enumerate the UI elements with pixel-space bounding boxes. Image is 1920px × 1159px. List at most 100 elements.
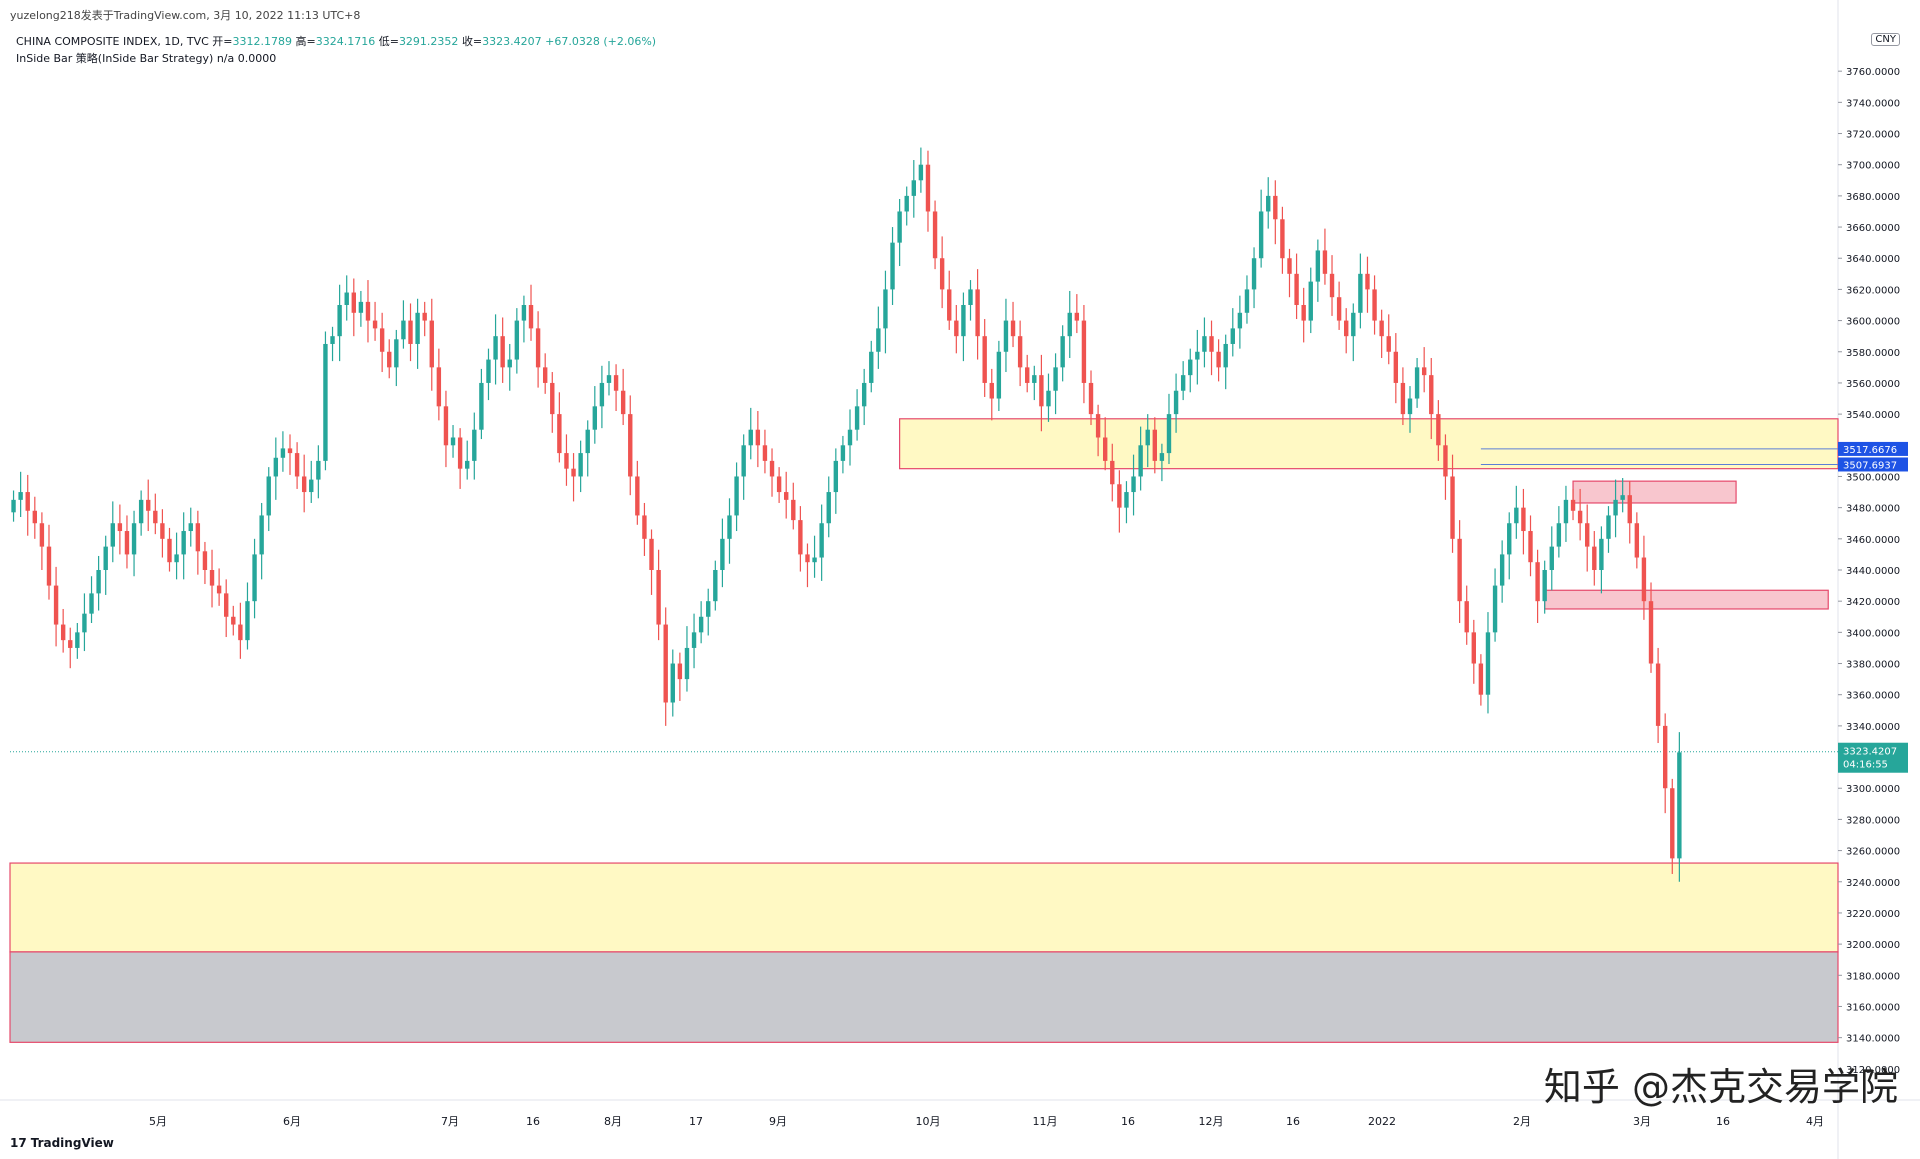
price-label-text: 3507.6937 — [1843, 460, 1897, 471]
candle-body — [684, 647, 690, 680]
candle-body — [1117, 484, 1122, 508]
candle-body — [1379, 320, 1384, 337]
candle-body — [1138, 445, 1143, 477]
candle-body — [791, 499, 796, 521]
candle-body — [408, 320, 413, 344]
strategy-legend[interactable]: InSide Bar 策略(InSide Bar Strategy) n/a 0… — [16, 52, 277, 65]
candle-body — [741, 445, 746, 477]
candle-body — [1308, 281, 1313, 321]
candle-body — [1393, 351, 1399, 383]
x-axis-tick-label: 16 — [526, 1115, 540, 1128]
candle-body — [1507, 523, 1512, 555]
candle-body — [387, 351, 392, 368]
candle-body — [266, 476, 271, 516]
y-axis-tick-label: 3700.0000 — [1846, 161, 1900, 172]
x-axis-tick-label: 9月 — [769, 1115, 787, 1128]
candle-body — [131, 523, 137, 555]
ohlc-open-label: 开= — [212, 35, 233, 48]
candle-body — [784, 492, 789, 500]
x-axis-tick-label: 17 — [689, 1115, 703, 1128]
price-change: +67.0328 (+2.06%) — [545, 35, 657, 48]
candle-body — [1613, 499, 1618, 516]
x-axis-tick-label: 4月 — [1806, 1115, 1824, 1128]
candle-body — [450, 437, 456, 446]
candle-body — [365, 301, 371, 321]
candle-body — [372, 320, 378, 329]
ohlc-open-value: 3312.1789 — [232, 35, 293, 48]
candle-body — [1436, 414, 1441, 446]
candle-body — [1443, 445, 1448, 477]
tradingview-mark-icon: 17 — [10, 1136, 27, 1150]
pink-resistance-box — [1572, 480, 1737, 504]
symbol-header: CHINA COMPOSITE INDEX, 1D, TVC 开=3312.17… — [16, 33, 656, 49]
candle-body — [216, 585, 222, 594]
candle-body — [1032, 375, 1037, 383]
candle-body — [861, 382, 867, 407]
y-axis-tick-label: 3640.0000 — [1846, 254, 1900, 265]
candle-body — [798, 520, 803, 555]
currency-badge[interactable]: CNY — [1871, 33, 1900, 46]
candle-body — [60, 624, 66, 641]
candle-body — [1386, 336, 1391, 352]
y-axis-tick-label: 3660.0000 — [1846, 223, 1900, 234]
candle-body — [897, 211, 902, 243]
candle-body — [500, 336, 505, 368]
candle-body — [1542, 570, 1547, 602]
candle-body — [465, 460, 470, 469]
candle-body — [982, 336, 987, 383]
candle-body — [1159, 453, 1165, 461]
candle-body — [620, 390, 626, 415]
candle-body — [330, 336, 335, 344]
candle-body — [1358, 273, 1363, 313]
y-axis-tick-label: 3200.0000 — [1846, 940, 1900, 951]
candle-body — [847, 429, 853, 446]
candle-body — [25, 492, 30, 511]
candle-body — [1464, 601, 1469, 633]
y-axis-tick-label: 3180.0000 — [1846, 971, 1900, 982]
candle-body — [294, 453, 300, 477]
candle-body — [1336, 297, 1342, 321]
y-axis-tick-label: 3240.0000 — [1846, 878, 1900, 889]
candle-body — [231, 616, 236, 625]
candle-body — [323, 343, 328, 461]
candle-body — [968, 289, 973, 305]
candle-body — [961, 305, 966, 337]
x-axis-tick-label: 2022 — [1368, 1115, 1396, 1128]
candle-body — [1329, 273, 1335, 298]
y-axis-tick-label: 3740.0000 — [1846, 98, 1900, 109]
x-axis-tick-label: 16 — [1716, 1115, 1730, 1128]
candle-body — [514, 320, 520, 360]
candle-body — [110, 523, 115, 547]
candle-body — [436, 367, 442, 407]
candle-body — [1577, 510, 1583, 524]
candle-body — [124, 531, 130, 555]
candle-body — [1067, 312, 1072, 337]
candle-body — [805, 554, 810, 563]
ohlc-low-label: 低= — [378, 35, 399, 48]
y-axis-tick-label: 3160.0000 — [1846, 1002, 1900, 1013]
candle-body — [840, 445, 846, 461]
y-axis-tick-label: 3460.0000 — [1846, 535, 1900, 546]
candle-body — [918, 164, 924, 181]
price-label-box — [1838, 441, 1908, 456]
candle-body — [911, 180, 916, 196]
candle-body — [1514, 507, 1519, 524]
candle-body — [1287, 258, 1292, 274]
candle-body — [1237, 312, 1243, 329]
tradingview-logo[interactable]: 17 TradingView — [10, 1136, 114, 1150]
candle-body — [379, 328, 385, 352]
candle-body — [472, 429, 477, 461]
candle-body — [656, 570, 661, 625]
y-axis-tick-label: 3120.0000 — [1846, 1065, 1900, 1076]
candle-body — [1060, 336, 1065, 368]
candle-body — [571, 468, 576, 477]
candle-body — [663, 624, 668, 703]
y-axis-tick-label: 3500.0000 — [1846, 472, 1900, 483]
candle-body — [1648, 601, 1654, 664]
candle-body — [1372, 289, 1377, 321]
price-label-text: 3517.6676 — [1843, 445, 1897, 456]
candle-body — [939, 258, 945, 290]
symbol-info: CHINA COMPOSITE INDEX, 1D, TVC — [16, 35, 209, 48]
